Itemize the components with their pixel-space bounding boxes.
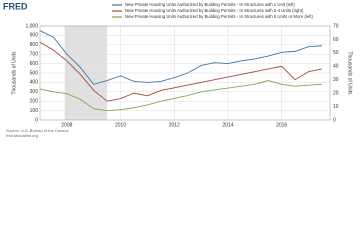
series-line [39,30,322,85]
y-tick-label: 700 [30,52,39,58]
x-tick-label: 2012 [169,122,180,128]
y-tick-label: 300 [30,89,39,95]
x-tick-label: 2014 [222,122,233,128]
y-tick-label: 800 [30,42,39,48]
y-tick-label: 400 [30,80,39,86]
y2-tick-label: 30 [333,77,339,83]
series-line [39,41,323,102]
y-tick-label: 600 [30,61,39,67]
plot-frame [39,25,331,121]
y-tick-label: 1,000 [25,23,38,29]
site: fred.stlouisfed.org [6,133,38,138]
x-tick-label: 2008 [61,122,72,128]
y-axis-label: Thousands of Units [11,51,17,95]
y2-tick-label: 40 [333,64,339,70]
source: Source: U.S. Bureau of the Census [6,128,68,133]
legend-label: New Private Housing Units Authorized by … [125,8,304,13]
y2-axis-label: Thousands of Units [347,51,353,95]
x-tick-label: 2016 [276,122,287,128]
legend-label: New Private Housing Units Authorized by … [125,2,295,7]
y2-tick-label: 0 [333,117,336,123]
series-line [39,80,322,112]
y-tick-label: 0 [35,117,38,123]
y-tick-label: 500 [30,70,39,76]
y2-tick-label: 60 [333,37,339,43]
y2-tick-label: 20 [333,90,339,96]
chart: FRED Source: U.S. Bureau of the Census f… [0,0,362,139]
y2-tick-label: 10 [333,104,339,110]
y-tick-label: 200 [30,99,39,105]
legend-label: New Private Housing Units Authorized by … [125,14,314,19]
x-tick-label: 2010 [115,122,126,128]
y-tick-label: 100 [30,108,39,114]
y2-tick-label: 50 [333,50,339,56]
y2-tick-label: 70 [333,23,339,29]
logo: FRED [3,1,28,11]
y-tick-label: 900 [30,33,39,39]
background [0,0,362,139]
